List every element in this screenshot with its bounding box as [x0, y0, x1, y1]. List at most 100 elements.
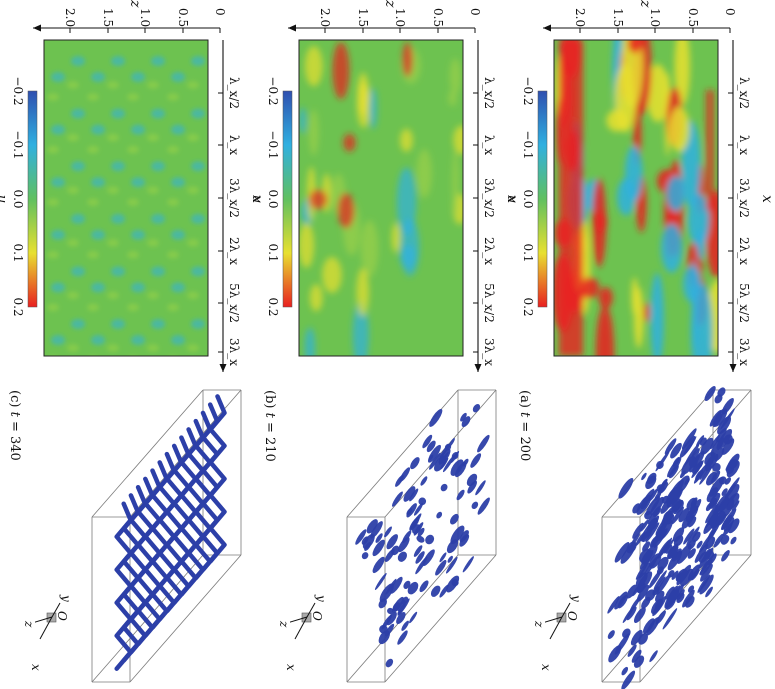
isosurface-blob [717, 416, 732, 435]
isosurface-blob [660, 496, 674, 514]
field-blob [67, 81, 79, 89]
field-blob [592, 178, 607, 268]
z-tick-label: 1.0 [138, 8, 152, 28]
isosurface-blob [446, 539, 459, 554]
field-blob [171, 282, 185, 293]
isosurface-blob [662, 608, 678, 630]
isosurface-blob [439, 552, 447, 563]
isosurface-blob [445, 556, 458, 574]
isosurface-blob [681, 428, 697, 450]
isosurface-blob [427, 444, 441, 463]
field-background [44, 40, 208, 356]
x-axis-arrowhead [474, 364, 482, 372]
field-blob [167, 145, 179, 154]
field-blob [322, 256, 342, 294]
plot-axes [33, 24, 227, 372]
x-tick-label: λ_x/2 [737, 76, 751, 110]
field-blob [171, 177, 185, 188]
isosurface-blob [645, 495, 660, 516]
isosurface-blob [399, 467, 411, 483]
z-axis-title: z [637, 0, 653, 8]
isosurface-blob [716, 428, 727, 443]
field-band [706, 90, 714, 210]
colorbar-tick: −0.1 [11, 130, 25, 160]
velocity-field [44, 40, 208, 356]
isosurface-blob [667, 550, 683, 571]
isosurface-blob [654, 491, 662, 501]
isosurface-blob [396, 611, 406, 624]
isosurface-blob [650, 496, 665, 516]
field-blob [449, 58, 461, 95]
isosurface-blob [678, 507, 690, 523]
field-blob [131, 177, 145, 188]
x-tick-label: 3λ_x/2 [482, 178, 496, 218]
isosurface-blob [381, 614, 392, 630]
isosurface-blob [392, 491, 403, 507]
isosurface-blob [696, 540, 703, 549]
isosurface-blob [401, 620, 409, 631]
isosurface-blob [471, 501, 479, 510]
plot-frame [298, 39, 464, 357]
field-blob [51, 282, 65, 293]
isosurface-blob [436, 511, 443, 519]
colorbar-tick: 0.0 [11, 189, 25, 209]
triad-axis-x [39, 616, 53, 640]
z-tick-label: 1.5 [101, 8, 115, 28]
isosurface-blob [705, 536, 716, 550]
isosurface-blob [704, 453, 719, 472]
field-blob [646, 64, 669, 123]
isosurface-blob [703, 548, 712, 560]
field-blob [47, 198, 59, 207]
field-band [559, 40, 583, 356]
field-blob [643, 302, 650, 323]
isosurface-blob [670, 442, 682, 459]
field-blob [51, 72, 65, 82]
z-tick-label: 0 [723, 8, 737, 16]
field-blob [668, 106, 690, 152]
isosurface-blob [655, 590, 665, 603]
field-blob [304, 327, 316, 356]
z-tick-label: 0.5 [686, 8, 700, 28]
isosurface-blob [419, 580, 429, 593]
field-blob [111, 161, 125, 172]
coord-triad [290, 602, 316, 640]
field-blob [71, 266, 85, 277]
field-blob [187, 291, 199, 300]
colorbar-tick: 0.2 [521, 297, 535, 317]
isosurface-blob [676, 568, 688, 583]
field-blob [91, 72, 105, 82]
axis-y-label: y [314, 595, 328, 602]
isosurface-blob [372, 556, 385, 574]
field-blob [452, 149, 459, 219]
field-blob [87, 145, 99, 154]
isosurface-group [91, 389, 242, 683]
field-blob [67, 238, 79, 247]
x-tick-label: λ_x/2 [227, 76, 241, 110]
box-edge [129, 554, 242, 683]
colorbar-tick: 0.1 [11, 243, 25, 263]
field-blob [369, 87, 377, 130]
panel-a: x z λ_x/2 λ_x 3λ_x/2 2λ_x 5λ_x/2 3λ_x 0 … [504, 0, 775, 689]
field-blob [87, 303, 99, 312]
z-tick-label: 1.0 [648, 8, 662, 28]
isosurface-blob [621, 666, 629, 676]
field-blob [416, 149, 432, 198]
isosurface-blob [671, 506, 684, 525]
isosurface-blob [671, 570, 679, 580]
field-blob [598, 287, 613, 309]
isosurface-blob [691, 448, 700, 460]
isosurface-blob [658, 537, 673, 559]
isosurface-blob [656, 460, 664, 469]
isosurface-blob [472, 403, 481, 413]
field-blob [191, 161, 205, 172]
isosurface-blob [403, 486, 416, 502]
z-tick-label: 1.5 [356, 8, 370, 28]
isosurface-blob [700, 437, 714, 455]
isosurface-blob [626, 584, 638, 599]
field-blob [624, 145, 643, 202]
isosurface-blob [355, 529, 367, 545]
isosurface-blob [652, 595, 667, 617]
isosurface-blob [710, 437, 725, 457]
x-axis-arrowhead [729, 364, 737, 372]
